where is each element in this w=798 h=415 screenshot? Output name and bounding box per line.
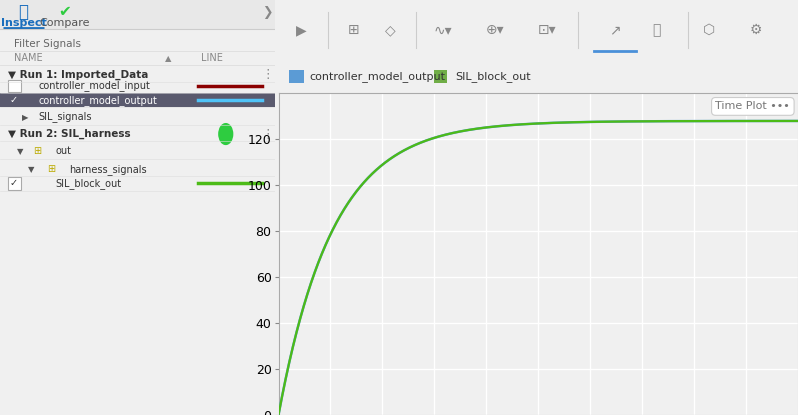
Text: ⊞: ⊞ bbox=[33, 146, 41, 156]
Text: ∿▾: ∿▾ bbox=[433, 23, 452, 37]
Text: Inspect: Inspect bbox=[1, 18, 46, 28]
FancyBboxPatch shape bbox=[0, 93, 275, 107]
FancyBboxPatch shape bbox=[434, 70, 448, 83]
FancyBboxPatch shape bbox=[8, 80, 21, 92]
Text: out: out bbox=[55, 146, 71, 156]
Text: NAME: NAME bbox=[14, 53, 42, 63]
Text: controller_model_output: controller_model_output bbox=[310, 71, 445, 82]
FancyBboxPatch shape bbox=[8, 177, 21, 190]
Text: ▶: ▶ bbox=[296, 23, 306, 37]
Text: ↗: ↗ bbox=[609, 23, 621, 37]
Text: ▲: ▲ bbox=[165, 54, 172, 63]
Text: Time Plot •••: Time Plot ••• bbox=[716, 101, 790, 111]
Text: ⬡: ⬡ bbox=[703, 23, 715, 37]
Text: ⋮: ⋮ bbox=[262, 68, 274, 81]
Text: ▼: ▼ bbox=[17, 147, 23, 156]
Text: LINE: LINE bbox=[201, 53, 223, 63]
Text: ⊞: ⊞ bbox=[348, 23, 360, 37]
Text: Filter Signals: Filter Signals bbox=[14, 39, 81, 49]
Text: ❯: ❯ bbox=[262, 6, 272, 19]
Text: ⚙: ⚙ bbox=[750, 23, 762, 37]
Text: ⊡▾: ⊡▾ bbox=[538, 23, 556, 37]
Text: harness_signals: harness_signals bbox=[69, 164, 147, 175]
Text: 🔍: 🔍 bbox=[18, 2, 29, 21]
Text: ✔: ✔ bbox=[58, 4, 71, 19]
Text: ⋮: ⋮ bbox=[262, 127, 274, 141]
Text: SIL_block_out: SIL_block_out bbox=[55, 178, 121, 189]
Text: SIL_signals: SIL_signals bbox=[38, 112, 92, 122]
Text: Compare: Compare bbox=[39, 18, 90, 28]
Text: controller_model_input: controller_model_input bbox=[38, 81, 150, 91]
FancyBboxPatch shape bbox=[0, 0, 275, 29]
Text: SIL_block_out: SIL_block_out bbox=[455, 71, 531, 82]
Text: ▶: ▶ bbox=[22, 112, 29, 122]
Text: ▼ Run 1: Imported_Data: ▼ Run 1: Imported_Data bbox=[8, 70, 148, 80]
Text: ⊕▾: ⊕▾ bbox=[485, 23, 504, 37]
FancyBboxPatch shape bbox=[289, 70, 305, 83]
Text: ⤢: ⤢ bbox=[653, 23, 661, 37]
Text: ✓: ✓ bbox=[10, 95, 18, 105]
Text: ▼: ▼ bbox=[27, 165, 34, 174]
Text: controller_model_output: controller_model_output bbox=[38, 95, 157, 106]
Text: ✓: ✓ bbox=[10, 178, 18, 188]
Text: ▼ Run 2: SIL_harness: ▼ Run 2: SIL_harness bbox=[8, 129, 131, 139]
Circle shape bbox=[219, 124, 233, 144]
Text: ⊞: ⊞ bbox=[47, 164, 55, 174]
Text: ◇: ◇ bbox=[385, 23, 396, 37]
